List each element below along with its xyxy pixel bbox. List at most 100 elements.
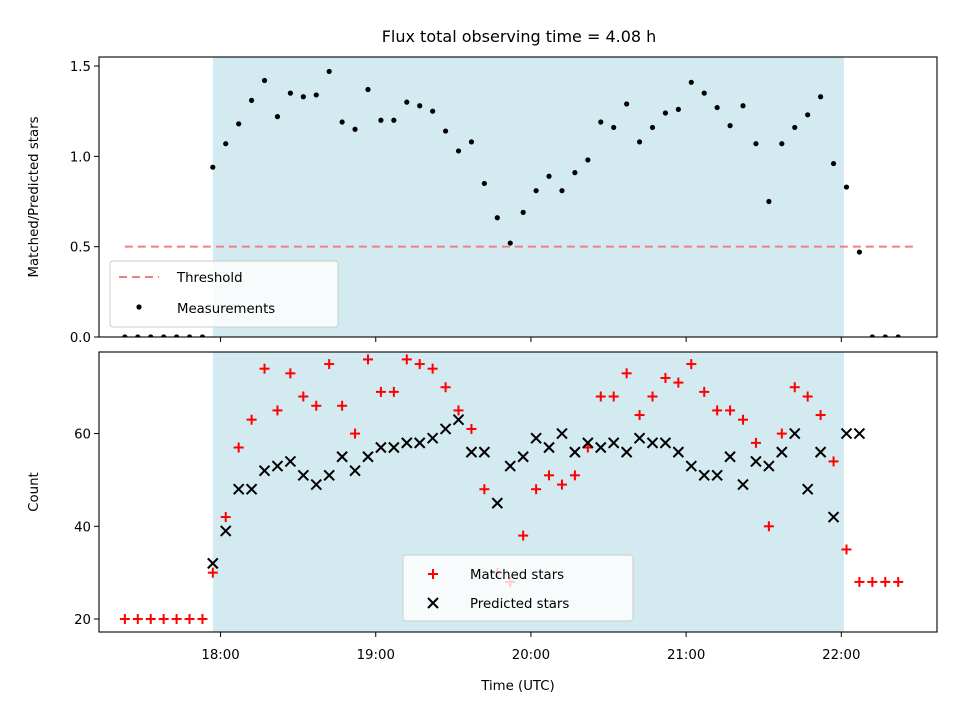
predicted-star-marker — [530, 432, 542, 444]
matched-star-marker — [324, 359, 335, 370]
predicted-star-marker — [595, 441, 607, 454]
measurement-point — [223, 141, 229, 147]
matched-star-marker — [337, 400, 348, 411]
matched-star-marker — [414, 359, 425, 370]
predicted-star-marker — [543, 441, 555, 454]
matched-star-marker — [184, 614, 195, 625]
matched-star-marker — [569, 470, 580, 481]
measurement-point — [135, 334, 141, 337]
legend-measurement-swatch — [136, 304, 142, 310]
measurement-point — [805, 112, 811, 118]
x-tick-label: 18:00 — [201, 648, 239, 663]
legend-box — [402, 554, 634, 622]
panel-ratio: 0.0 0.5 1.0 1.5 Matched/Predicted stars Thres… — [27, 56, 938, 346]
measurement-point — [649, 124, 656, 131]
measurement-point — [186, 334, 193, 337]
measurement-point — [248, 97, 255, 103]
matched-star-marker — [738, 414, 749, 425]
measurement-point — [404, 99, 410, 105]
matched-star-marker — [789, 382, 800, 393]
predicted-star-marker — [646, 437, 659, 449]
matched-star-marker — [466, 423, 477, 434]
predicted-star-marker — [478, 446, 491, 458]
x-tick-label: 19:00 — [357, 648, 395, 663]
measurement-point — [701, 90, 707, 96]
measurement-point — [843, 184, 850, 190]
measurement-point — [210, 164, 216, 170]
matched-star-marker — [841, 544, 852, 555]
legend-measurement-label: Measurements — [177, 302, 275, 317]
measurement-point — [468, 139, 475, 145]
measurement-point — [236, 121, 242, 127]
matched-star-marker — [725, 405, 736, 416]
predicted-star-marker — [750, 455, 762, 468]
measurement-point — [494, 215, 500, 221]
measurement-point — [636, 139, 643, 145]
measurement-point — [148, 334, 154, 337]
predicted-star-marker — [349, 464, 361, 477]
legend-threshold-label: Threshold — [176, 271, 243, 286]
matched-star-marker — [621, 368, 632, 379]
measurement-point — [882, 334, 888, 337]
measurement-point — [442, 128, 449, 134]
matched-star-marker — [802, 391, 813, 402]
matched-star-marker — [556, 479, 567, 490]
predicted-star-marker — [659, 437, 672, 449]
matched-star-marker — [699, 386, 710, 397]
legend-bottom: Matched stars Predicted stars — [402, 554, 634, 622]
measurement-point — [274, 114, 281, 120]
predicted-star-marker — [375, 441, 387, 454]
matched-star-marker — [660, 372, 671, 383]
measurement-point — [662, 110, 669, 116]
matched-star-marker — [132, 614, 143, 625]
matched-star-marker — [828, 456, 839, 467]
matched-star-marker — [750, 437, 761, 448]
measurement-point — [261, 77, 268, 84]
measurement-point — [792, 124, 798, 131]
measurement-point — [391, 117, 397, 123]
matched-star-marker — [544, 470, 555, 481]
predicted-star-marker — [685, 460, 697, 472]
predicted-star-marker — [724, 451, 736, 463]
measurement-point — [507, 240, 513, 246]
predicted-star-marker — [401, 437, 413, 449]
measurement-point — [611, 124, 617, 131]
matched-star-marker — [867, 576, 878, 587]
legend-top: Threshold Measurements — [109, 260, 339, 328]
predicted-star-marker — [711, 469, 723, 482]
predicted-star-marker — [258, 464, 271, 477]
predicted-star-marker — [840, 427, 853, 440]
measurement-point — [352, 126, 358, 132]
measurement-point — [365, 86, 371, 93]
predicted-star-marker — [517, 451, 529, 463]
predicted-star-marker — [426, 432, 439, 444]
chart-title: Flux total observing time = 4.08 h — [382, 27, 657, 46]
matched-star-marker — [197, 614, 208, 625]
predicted-star-marker — [737, 478, 749, 491]
predicted-star-marker — [827, 511, 840, 523]
predicted-star-marker — [620, 446, 633, 458]
predicted-star-marker — [414, 437, 426, 449]
x-axis-label: Time (UTC) — [480, 679, 555, 694]
measurement-point — [161, 334, 167, 337]
predicted-star-marker — [465, 446, 478, 458]
predicted-star-marker — [336, 451, 348, 463]
matched-star-marker — [453, 405, 464, 416]
predicted-star-marker — [801, 483, 814, 495]
measurement-point — [430, 108, 436, 114]
y-axis-label: Count — [27, 472, 42, 512]
predicted-star-marker — [310, 478, 322, 491]
predicted-star-marker — [439, 423, 452, 435]
measurement-point — [818, 94, 824, 100]
predicted-star-marker — [452, 413, 465, 426]
predicted-star-marker — [232, 483, 245, 495]
measurement-point — [585, 157, 591, 163]
predicted-star-marker — [853, 427, 866, 440]
predicted-star-marker — [271, 460, 284, 472]
matched-star-marker — [673, 377, 684, 388]
matched-star-marker — [285, 368, 296, 379]
predicted-star-marker — [569, 446, 581, 458]
y-tick-label: 1.5 — [70, 60, 91, 75]
panel-counts: 20 40 60 18:00 19:00 20:00 21:00 22:00 Count Time… — [27, 351, 938, 694]
y-tick-label: 60 — [74, 428, 91, 443]
